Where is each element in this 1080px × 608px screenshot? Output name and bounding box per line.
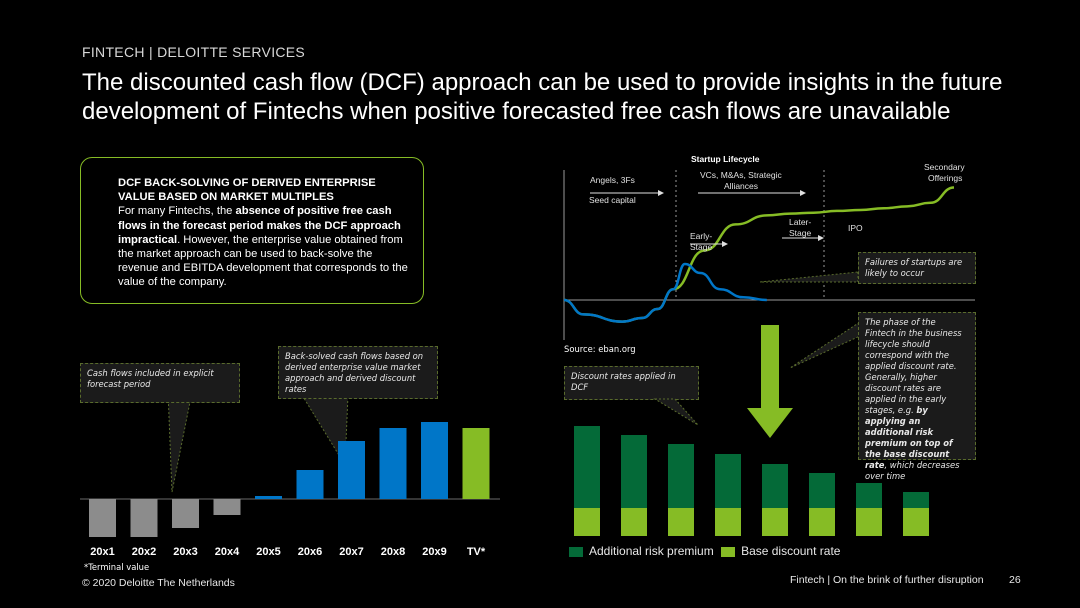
section-label: FINTECH | DELOITTE SERVICES bbox=[82, 44, 306, 60]
cashflow-tick-label: 20x1 bbox=[90, 546, 114, 558]
discount-base-bar bbox=[574, 508, 600, 536]
phase-text-2: , which decreases over time bbox=[865, 460, 960, 481]
cashflow-tick-label: 20x6 bbox=[298, 546, 322, 558]
cashflow-tick-label: TV* bbox=[467, 546, 486, 558]
label-later-1: Later- bbox=[789, 217, 811, 227]
callout-text-1: For many Fintechs, the bbox=[118, 205, 236, 218]
cashflow-bar-TV bbox=[462, 428, 490, 499]
pointer-phase bbox=[789, 321, 861, 369]
copyright: © 2020 Deloitte The Netherlands bbox=[82, 577, 235, 589]
page-title: The discounted cash flow (DCF) approach … bbox=[82, 69, 1003, 125]
discount-risk-bar bbox=[762, 464, 788, 508]
pointer-discount bbox=[653, 398, 699, 426]
discount-base-bar bbox=[809, 508, 835, 536]
cashflow-tick-label: 20x3 bbox=[173, 546, 197, 558]
discount-base-bar bbox=[668, 508, 694, 536]
discount-base-bar bbox=[621, 508, 647, 536]
lifecycle-blue-line bbox=[563, 262, 767, 323]
cashflow-bar-20x1 bbox=[89, 499, 116, 537]
footer-title: Fintech | On the brink of further disrup… bbox=[790, 574, 984, 586]
callout-bold-1: absence of positive free cash flows in t… bbox=[118, 205, 401, 246]
cashflow-bar-20x9 bbox=[421, 422, 448, 499]
label-angels: Angels, 3Fs bbox=[590, 175, 635, 185]
note-discount-rates: Discount rates applied in DCF bbox=[564, 366, 699, 400]
cashflow-tick-label: 20x5 bbox=[256, 546, 280, 558]
pointer-backsolved bbox=[301, 394, 349, 467]
label-ipo: IPO bbox=[848, 223, 863, 233]
lifecycle-title: Startup Lifecycle bbox=[691, 154, 760, 164]
down-arrow-icon bbox=[747, 325, 793, 438]
cashflow-tick-label: 20x2 bbox=[132, 546, 156, 558]
discount-risk-bar bbox=[574, 426, 600, 508]
label-early-1: Early- bbox=[690, 231, 712, 241]
cashflow-tick-label: 20x4 bbox=[215, 546, 240, 558]
source-label: Source: eban.org bbox=[564, 344, 636, 354]
cashflow-bar-20x6 bbox=[296, 470, 324, 499]
arrow-angels-head bbox=[658, 190, 664, 196]
note-failures: Failures of startups are likely to occur bbox=[858, 252, 976, 284]
label-seed: Seed capital bbox=[589, 195, 636, 205]
cashflow-tick-label: 20x9 bbox=[422, 546, 446, 558]
label-vcs-2: Alliances bbox=[724, 181, 758, 191]
discount-risk-bar bbox=[668, 444, 694, 508]
label-secondary-1: Secondary bbox=[924, 162, 965, 172]
discount-risk-bar bbox=[621, 435, 647, 508]
cashflow-bar-20x8 bbox=[379, 428, 407, 499]
callout-text-2: . However, the enterprise value obtained… bbox=[118, 233, 408, 289]
discount-risk-bar bbox=[856, 483, 882, 508]
cashflow-bar-20x7 bbox=[338, 441, 365, 499]
note-backsolved: Back-solved cash flows based on derived … bbox=[278, 346, 438, 399]
note-explicit-period: Cash flows included in explicit forecast… bbox=[80, 363, 240, 403]
legend-base-label: Base discount rate bbox=[741, 544, 841, 558]
arrow-later-head bbox=[818, 235, 824, 241]
label-early-2: Stage bbox=[690, 242, 712, 252]
note-phase: The phase of the Fintech in the business… bbox=[858, 312, 976, 481]
discount-risk-bar bbox=[715, 454, 741, 508]
label-vcs-1: VCs, M&As, Strategic bbox=[700, 170, 782, 180]
discount-base-bar bbox=[856, 508, 882, 536]
discount-base-bar bbox=[715, 508, 741, 536]
cashflow-bar-20x2 bbox=[130, 499, 158, 537]
cashflow-tick-label: 20x8 bbox=[381, 546, 405, 558]
arrow-early-head bbox=[722, 241, 728, 247]
phase-text-1: The phase of the Fintech in the business… bbox=[865, 317, 962, 415]
terminal-value-footnote: *Terminal value bbox=[84, 562, 150, 572]
discount-base-bar bbox=[762, 508, 788, 536]
cashflow-tick-label: 20x7 bbox=[339, 546, 363, 558]
arrow-vcs-head bbox=[800, 190, 806, 196]
legend: Additional risk premium Base discount ra… bbox=[569, 544, 840, 558]
page-number: 26 bbox=[1009, 574, 1021, 586]
phase-bold-1: by applying an additional risk premium o… bbox=[865, 405, 953, 470]
label-later-2: Stage bbox=[789, 228, 811, 238]
cashflow-bar-20x5 bbox=[255, 496, 282, 499]
discount-risk-bar bbox=[809, 473, 835, 508]
cashflow-bar-20x4 bbox=[213, 499, 241, 515]
callout-box bbox=[80, 157, 424, 304]
legend-base-swatch bbox=[721, 546, 736, 557]
discount-risk-bar bbox=[903, 492, 929, 508]
label-secondary-2: Offerings bbox=[928, 173, 962, 183]
callout-heading: DCF BACK-SOLVING OF DERIVED ENTERPRISE V… bbox=[118, 177, 376, 204]
discount-base-bar bbox=[903, 508, 929, 536]
callout-text: DCF BACK-SOLVING OF DERIVED ENTERPRISE V… bbox=[118, 176, 413, 290]
legend-risk-label: Additional risk premium bbox=[589, 544, 714, 558]
legend-risk-swatch bbox=[569, 546, 583, 557]
cashflow-bar-20x3 bbox=[172, 499, 199, 528]
